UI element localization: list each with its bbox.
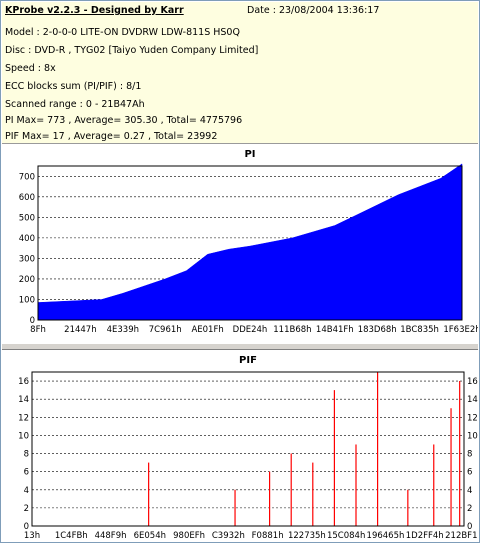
scan-info-panel: KProbe v2.2.3 - Designed by Karr Date : … xyxy=(2,2,478,144)
plot-border xyxy=(37,165,463,321)
y-tick-label: 8 xyxy=(24,450,29,460)
range-line: Scanned range : 0 - 21B47Ah xyxy=(5,99,145,110)
x-tick-label: 8Fh xyxy=(30,325,46,335)
y-tick-label: 2 xyxy=(24,504,29,514)
y-tick-label: 0 xyxy=(30,316,35,326)
y-tick-label: 6 xyxy=(24,468,29,478)
plot-border xyxy=(31,371,465,527)
y-tick-label: 400 xyxy=(19,234,35,244)
x-tick-label: 448F9h xyxy=(95,531,127,541)
y-tick-label: 0 xyxy=(24,522,29,532)
x-tick-label: 7C961h xyxy=(149,325,182,335)
pi-stats-line: PI Max= 773 , Average= 305.30 , Total= 4… xyxy=(5,115,243,126)
pi-series-area xyxy=(37,163,463,321)
x-tick-label: 212BF1h xyxy=(445,531,478,541)
disc-line: Disc : DVD-R , TYG02 [Taiyo Yuden Compan… xyxy=(5,45,259,56)
y-tick-label-right: 2 xyxy=(467,504,472,514)
pif-chart-panel: PIF 0 0 2 2 4 4 6 6 8 8 10 10 12 12 14 14 16 16 13h 1C4FBh 44… xyxy=(2,350,480,542)
speed-line: Speed : 8x xyxy=(5,63,56,74)
model-line: Model : 2-0-0-0 LITE-ON DVDRW LDW-811S H… xyxy=(5,27,240,38)
x-tick-label: C3932h xyxy=(212,531,245,541)
x-tick-label: 1BC835h xyxy=(400,325,439,335)
x-tick-label: 1F63E2h xyxy=(443,325,478,335)
x-tick-label: 21447h xyxy=(64,325,96,335)
x-tick-label: 13h xyxy=(24,531,40,541)
x-tick-label: F0881h xyxy=(252,531,284,541)
y-tick-label: 100 xyxy=(19,295,35,305)
y-tick-label: 16 xyxy=(18,377,29,387)
x-tick-label: 4E339h xyxy=(107,325,139,335)
scan-date: Date : 23/08/2004 13:36:17 xyxy=(247,5,380,16)
y-tick-label-right: 10 xyxy=(467,431,478,441)
x-tick-label: AE01Fh xyxy=(191,325,223,335)
pif-stats-line: PIF Max= 17 , Average= 0.27 , Total= 239… xyxy=(5,131,218,142)
y-tick-label-right: 0 xyxy=(467,522,472,532)
y-tick-label: 14 xyxy=(18,395,29,405)
y-tick-label-right: 8 xyxy=(467,450,472,460)
chart-title: PI xyxy=(244,149,255,160)
app-title: KProbe v2.2.3 - Designed by Karr xyxy=(5,5,184,16)
y-tick-label: 10 xyxy=(18,431,29,441)
y-tick-label-right: 6 xyxy=(467,468,472,478)
x-tick-label: DDE24h xyxy=(233,325,268,335)
x-tick-label: 6E054h xyxy=(134,531,166,541)
x-tick-label: 122735h xyxy=(288,531,326,541)
y-tick-label-right: 4 xyxy=(467,486,472,496)
pi-chart-panel: PI 0 100 200 300 400 500 600 700 8Fh 21447h 4E339h 7… xyxy=(2,144,480,343)
y-tick-label: 300 xyxy=(19,254,35,264)
chart-title: PIF xyxy=(239,355,257,366)
ecc-line: ECC blocks sum (PI/PIF) : 8/1 xyxy=(5,81,142,92)
x-tick-label: 183D68h xyxy=(358,325,397,335)
y-tick-label: 600 xyxy=(19,193,35,203)
y-tick-label: 500 xyxy=(19,213,35,223)
y-tick-label-right: 12 xyxy=(467,413,478,423)
splitter[interactable] xyxy=(2,343,478,350)
y-tick-label: 200 xyxy=(19,275,35,285)
y-tick-label: 12 xyxy=(18,413,29,423)
x-tick-label: 980EFh xyxy=(173,531,205,541)
y-tick-label: 4 xyxy=(24,486,29,496)
y-tick-label: 700 xyxy=(19,172,35,182)
x-tick-label: 15C084h xyxy=(327,531,365,541)
y-tick-label-right: 14 xyxy=(467,395,478,405)
pi-chart: PI 0 100 200 300 400 500 600 700 8Fh 21447h 4E339h 7… xyxy=(19,149,480,335)
y-tick-label-right: 16 xyxy=(467,377,478,387)
x-tick-label: 14B41Fh xyxy=(316,325,354,335)
x-tick-label: 196465h xyxy=(367,531,405,541)
x-tick-label: 1D2FF4h xyxy=(406,531,444,541)
pif-chart: PIF 0 0 2 2 4 4 6 6 8 8 10 10 12 12 14 14 16 16 13h 1C4FBh 44… xyxy=(18,355,480,541)
x-tick-label: 111B68h xyxy=(273,325,311,335)
x-tick-label: 1C4FBh xyxy=(55,531,88,541)
